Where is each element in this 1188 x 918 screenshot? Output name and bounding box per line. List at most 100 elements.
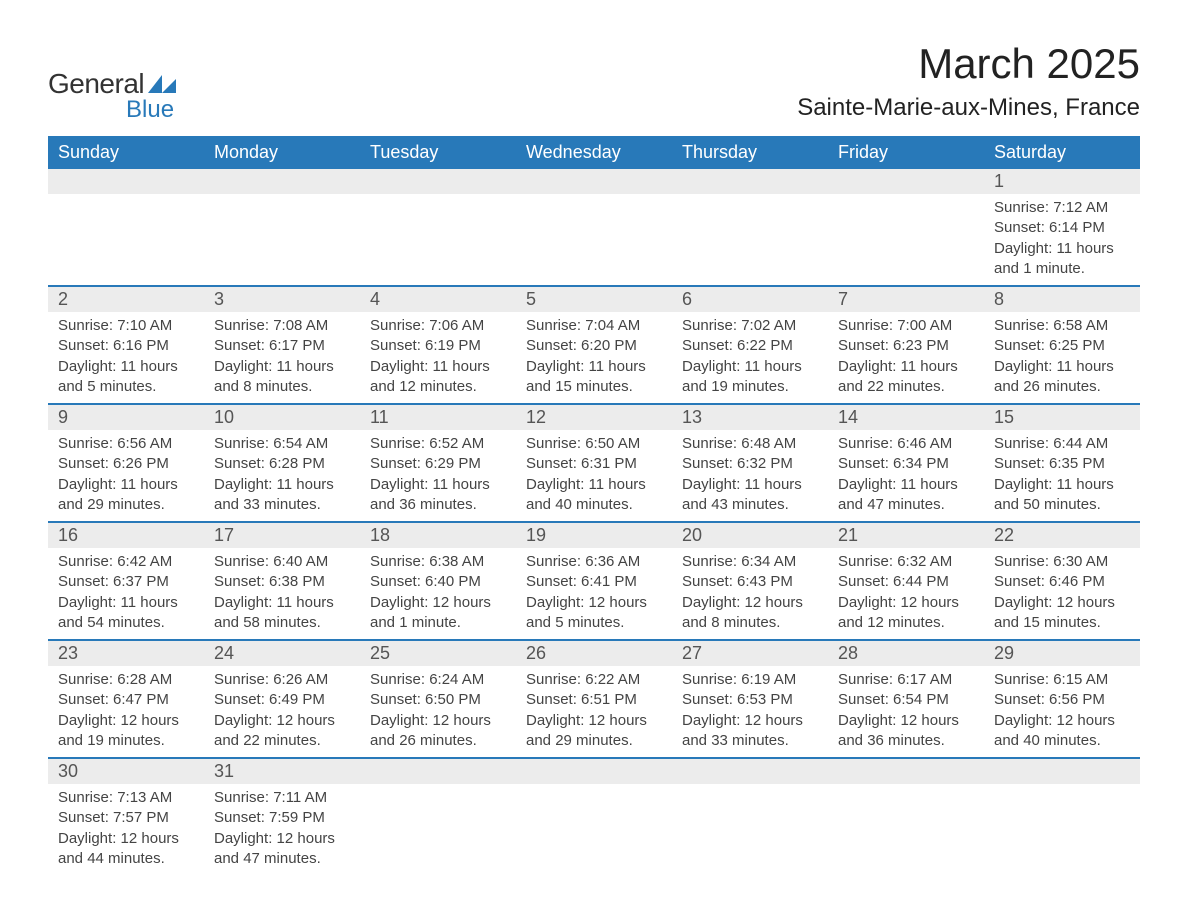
sunrise-line: Sunrise: 6:28 AM (58, 670, 194, 690)
sunrise-line: Sunrise: 6:56 AM (58, 434, 194, 454)
day-body: Sunrise: 6:54 AMSunset: 6:28 PMDaylight:… (204, 430, 360, 521)
sunset-line: Sunset: 6:41 PM (526, 572, 662, 592)
day-number (360, 759, 516, 784)
sunrise-line: Sunrise: 7:10 AM (58, 316, 194, 336)
sunset-line: Sunset: 6:47 PM (58, 690, 194, 710)
day-number: 8 (984, 287, 1140, 312)
day-number: 31 (204, 759, 360, 784)
day-body: Sunrise: 6:36 AMSunset: 6:41 PMDaylight:… (516, 548, 672, 639)
day-number: 28 (828, 641, 984, 666)
day-number: 14 (828, 405, 984, 430)
daylight-line: Daylight: 11 hours and 40 minutes. (526, 475, 662, 516)
daylight-line: Daylight: 11 hours and 54 minutes. (58, 593, 194, 634)
calendar-day-cell: 14Sunrise: 6:46 AMSunset: 6:34 PMDayligh… (828, 404, 984, 522)
calendar-day-cell: 26Sunrise: 6:22 AMSunset: 6:51 PMDayligh… (516, 640, 672, 758)
day-body: Sunrise: 6:50 AMSunset: 6:31 PMDaylight:… (516, 430, 672, 521)
location-subtitle: Sainte-Marie-aux-Mines, France (797, 94, 1140, 122)
day-number: 22 (984, 523, 1140, 548)
day-number: 26 (516, 641, 672, 666)
sunrise-line: Sunrise: 6:24 AM (370, 670, 506, 690)
day-body (360, 784, 516, 854)
calendar-day-cell (204, 169, 360, 286)
sunrise-line: Sunrise: 6:30 AM (994, 552, 1130, 572)
day-number: 15 (984, 405, 1140, 430)
calendar-day-cell: 5Sunrise: 7:04 AMSunset: 6:20 PMDaylight… (516, 286, 672, 404)
day-body (828, 784, 984, 854)
sunset-line: Sunset: 6:32 PM (682, 454, 818, 474)
daylight-line: Daylight: 12 hours and 29 minutes. (526, 711, 662, 752)
calendar-day-cell: 17Sunrise: 6:40 AMSunset: 6:38 PMDayligh… (204, 522, 360, 640)
sunrise-line: Sunrise: 6:36 AM (526, 552, 662, 572)
calendar-day-cell: 29Sunrise: 6:15 AMSunset: 6:56 PMDayligh… (984, 640, 1140, 758)
calendar-day-cell: 19Sunrise: 6:36 AMSunset: 6:41 PMDayligh… (516, 522, 672, 640)
day-body: Sunrise: 6:44 AMSunset: 6:35 PMDaylight:… (984, 430, 1140, 521)
day-body: Sunrise: 7:02 AMSunset: 6:22 PMDaylight:… (672, 312, 828, 403)
logo-flag-icon (148, 75, 176, 93)
daylight-line: Daylight: 11 hours and 50 minutes. (994, 475, 1130, 516)
calendar-day-cell: 9Sunrise: 6:56 AMSunset: 6:26 PMDaylight… (48, 404, 204, 522)
title-block: March 2025 Sainte-Marie-aux-Mines, Franc… (797, 40, 1140, 122)
day-number: 3 (204, 287, 360, 312)
day-number (984, 759, 1140, 784)
daylight-line: Daylight: 11 hours and 22 minutes. (838, 357, 974, 398)
calendar-day-cell: 25Sunrise: 6:24 AMSunset: 6:50 PMDayligh… (360, 640, 516, 758)
day-number (672, 759, 828, 784)
calendar-day-cell: 22Sunrise: 6:30 AMSunset: 6:46 PMDayligh… (984, 522, 1140, 640)
sunrise-line: Sunrise: 7:06 AM (370, 316, 506, 336)
day-body (360, 194, 516, 264)
day-number: 24 (204, 641, 360, 666)
calendar-week-row: 1Sunrise: 7:12 AMSunset: 6:14 PMDaylight… (48, 169, 1140, 286)
sunrise-line: Sunrise: 6:32 AM (838, 552, 974, 572)
calendar-day-cell: 28Sunrise: 6:17 AMSunset: 6:54 PMDayligh… (828, 640, 984, 758)
day-number: 12 (516, 405, 672, 430)
day-number (516, 759, 672, 784)
sunset-line: Sunset: 6:50 PM (370, 690, 506, 710)
sunrise-line: Sunrise: 7:13 AM (58, 788, 194, 808)
day-body: Sunrise: 6:24 AMSunset: 6:50 PMDaylight:… (360, 666, 516, 757)
daylight-line: Daylight: 12 hours and 44 minutes. (58, 829, 194, 870)
day-number (672, 169, 828, 194)
sunset-line: Sunset: 6:51 PM (526, 690, 662, 710)
day-body: Sunrise: 7:13 AMSunset: 7:57 PMDaylight:… (48, 784, 204, 875)
sunrise-line: Sunrise: 6:50 AM (526, 434, 662, 454)
daylight-line: Daylight: 12 hours and 1 minute. (370, 593, 506, 634)
daylight-line: Daylight: 12 hours and 15 minutes. (994, 593, 1130, 634)
day-body (204, 194, 360, 264)
month-title: March 2025 (797, 40, 1140, 88)
daylight-line: Daylight: 12 hours and 5 minutes. (526, 593, 662, 634)
day-body: Sunrise: 7:11 AMSunset: 7:59 PMDaylight:… (204, 784, 360, 875)
daylight-line: Daylight: 11 hours and 58 minutes. (214, 593, 350, 634)
day-body (984, 784, 1140, 854)
daylight-line: Daylight: 11 hours and 47 minutes. (838, 475, 974, 516)
sunrise-line: Sunrise: 6:46 AM (838, 434, 974, 454)
calendar-day-cell: 30Sunrise: 7:13 AMSunset: 7:57 PMDayligh… (48, 758, 204, 875)
day-number (828, 169, 984, 194)
sunrise-line: Sunrise: 6:40 AM (214, 552, 350, 572)
weekday-header: Monday (204, 136, 360, 169)
calendar-day-cell: 16Sunrise: 6:42 AMSunset: 6:37 PMDayligh… (48, 522, 204, 640)
sunset-line: Sunset: 6:26 PM (58, 454, 194, 474)
calendar-table: SundayMondayTuesdayWednesdayThursdayFrid… (48, 136, 1140, 875)
sunset-line: Sunset: 6:40 PM (370, 572, 506, 592)
calendar-day-cell: 3Sunrise: 7:08 AMSunset: 6:17 PMDaylight… (204, 286, 360, 404)
day-number: 27 (672, 641, 828, 666)
sunrise-line: Sunrise: 7:00 AM (838, 316, 974, 336)
day-body: Sunrise: 6:40 AMSunset: 6:38 PMDaylight:… (204, 548, 360, 639)
calendar-day-cell: 2Sunrise: 7:10 AMSunset: 6:16 PMDaylight… (48, 286, 204, 404)
day-body: Sunrise: 6:46 AMSunset: 6:34 PMDaylight:… (828, 430, 984, 521)
day-body: Sunrise: 6:42 AMSunset: 6:37 PMDaylight:… (48, 548, 204, 639)
calendar-day-cell: 21Sunrise: 6:32 AMSunset: 6:44 PMDayligh… (828, 522, 984, 640)
sunrise-line: Sunrise: 7:11 AM (214, 788, 350, 808)
day-number: 4 (360, 287, 516, 312)
sunrise-line: Sunrise: 7:02 AM (682, 316, 818, 336)
daylight-line: Daylight: 12 hours and 33 minutes. (682, 711, 818, 752)
sunset-line: Sunset: 6:56 PM (994, 690, 1130, 710)
day-number: 16 (48, 523, 204, 548)
sunset-line: Sunset: 6:44 PM (838, 572, 974, 592)
daylight-line: Daylight: 12 hours and 19 minutes. (58, 711, 194, 752)
day-number: 25 (360, 641, 516, 666)
sunset-line: Sunset: 6:38 PM (214, 572, 350, 592)
page-header: General Blue March 2025 Sainte-Marie-aux… (48, 40, 1140, 124)
sunset-line: Sunset: 6:49 PM (214, 690, 350, 710)
calendar-day-cell: 6Sunrise: 7:02 AMSunset: 6:22 PMDaylight… (672, 286, 828, 404)
